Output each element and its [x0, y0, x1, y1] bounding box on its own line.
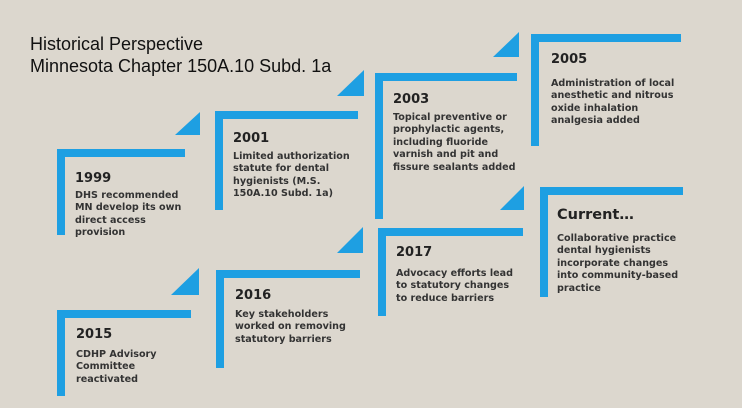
step-1999-shape — [57, 112, 200, 235]
desc-2001: Limited authorization statute for dental… — [233, 151, 350, 200]
year-1999: 1999 — [75, 171, 112, 186]
step-current-shape — [540, 187, 683, 297]
desc-current: Collaborative practice dental hygienists… — [557, 233, 679, 294]
desc-2015: CDHP Advisory Committee reactivated — [76, 349, 157, 385]
desc-2005: Administration of local anesthetic and n… — [551, 78, 675, 127]
desc-2016: Key stakeholders worked on removing stat… — [235, 309, 346, 345]
step-2003-shape — [375, 32, 519, 219]
year-2001: 2001 — [233, 131, 270, 146]
year-current: Current… — [557, 207, 634, 223]
slide-title-line1: Historical Perspective — [30, 34, 204, 54]
year-2005: 2005 — [551, 52, 588, 67]
year-2016: 2016 — [235, 288, 272, 303]
desc-2017: Advocacy efforts lead to statutory chang… — [396, 268, 513, 304]
step-2001-shape — [215, 70, 364, 210]
year-2003: 2003 — [393, 92, 430, 107]
year-2015: 2015 — [76, 327, 113, 342]
desc-1999: DHS recommended MN develop its own direc… — [75, 190, 182, 239]
step-2005-shape — [531, 34, 681, 146]
step-2016-shape — [216, 227, 363, 368]
step-2015-shape — [57, 268, 199, 396]
year-2017: 2017 — [396, 245, 433, 260]
desc-2003: Topical preventive or prophylactic agent… — [393, 112, 516, 173]
step-2017-shape — [378, 186, 524, 316]
slide-title-line2: Minnesota Chapter 150A.10 Subd. 1a — [30, 56, 332, 76]
